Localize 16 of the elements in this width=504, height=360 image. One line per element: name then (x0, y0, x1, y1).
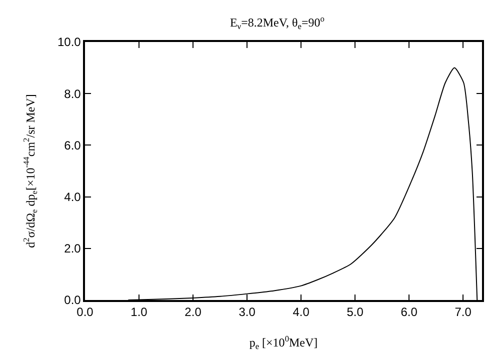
y-tick-label: 2.0 (64, 242, 82, 256)
x-tick-label: 4.0 (292, 305, 310, 320)
x-tick-label: 6.0 (400, 305, 418, 320)
y-tick-label: 6.0 (64, 138, 82, 152)
x-tick-label: 1.0 (130, 305, 148, 320)
chart-title: E$_{ν}$=8.2MeV, θ$_{e}$=90$^{o}$ (230, 14, 324, 31)
x-tick-label: 3.0 (238, 305, 256, 320)
x-tick-label: 5.0 (346, 305, 364, 320)
y-tick-label: 10.0 (57, 35, 82, 50)
y-tick-label: 8.0 (64, 86, 82, 101)
x-tick-label: 2.0 (184, 305, 202, 320)
x-tick-label: 7.0 (454, 305, 472, 320)
y-tick-label: 4.0 (64, 190, 82, 204)
y-tick-label: 0.0 (64, 293, 82, 308)
x-tick-label: 0.0 (76, 305, 94, 320)
x-axis-title: p$_{e}$ [×10$^{0}$MeV] (249, 334, 318, 352)
